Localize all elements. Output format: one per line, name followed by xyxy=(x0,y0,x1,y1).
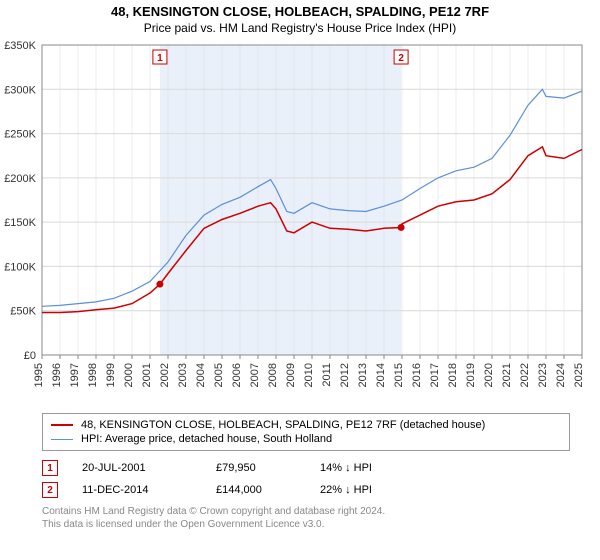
svg-text:£200K: £200K xyxy=(4,173,36,185)
svg-text:1997: 1997 xyxy=(69,363,81,387)
svg-text:£300K: £300K xyxy=(4,84,36,96)
svg-text:2007: 2007 xyxy=(249,363,261,387)
svg-text:£350K: £350K xyxy=(4,40,36,52)
svg-text:£100K: £100K xyxy=(4,261,36,273)
svg-text:2005: 2005 xyxy=(213,363,225,387)
legend-item: HPI: Average price, detached house, Sout… xyxy=(51,432,561,446)
price-chart: £0 £50K £100K £150K £200K £250K £300K £350K 1995… xyxy=(0,37,600,407)
marker-badge: 1 xyxy=(42,460,58,476)
svg-text:2006: 2006 xyxy=(231,363,243,387)
svg-text:2020: 2020 xyxy=(483,363,495,387)
page-subtitle: Price paid vs. HM Land Registry's House … xyxy=(0,21,600,35)
svg-text:2001: 2001 xyxy=(141,363,153,387)
svg-text:2017: 2017 xyxy=(429,363,441,387)
legend: 48, KENSINGTON CLOSE, HOLBEACH, SPALDING… xyxy=(42,413,570,451)
page-title: 48, KENSINGTON CLOSE, HOLBEACH, SPALDING… xyxy=(0,4,600,19)
svg-text:2: 2 xyxy=(398,53,404,64)
svg-text:£150K: £150K xyxy=(4,217,36,229)
svg-text:£50K: £50K xyxy=(10,306,36,318)
svg-text:2019: 2019 xyxy=(465,363,477,387)
marker-row: 1 20-JUL-2001 £79,950 14% ↓ HPI xyxy=(42,457,570,479)
marker-row: 2 11-DEC-2014 £144,000 22% ↓ HPI xyxy=(42,479,570,501)
svg-text:2023: 2023 xyxy=(537,363,549,387)
svg-text:2022: 2022 xyxy=(519,363,531,387)
marker-table: 1 20-JUL-2001 £79,950 14% ↓ HPI 2 11-DEC-2014… xyxy=(42,457,570,501)
svg-text:2000: 2000 xyxy=(123,363,135,387)
marker-pct: 14% ↓ HPI xyxy=(320,462,430,474)
svg-text:2014: 2014 xyxy=(375,363,387,387)
svg-text:2015: 2015 xyxy=(393,363,405,387)
svg-text:2002: 2002 xyxy=(159,363,171,387)
svg-text:1998: 1998 xyxy=(87,363,99,387)
marker-date: 20-JUL-2001 xyxy=(82,462,192,474)
svg-text:2024: 2024 xyxy=(555,363,567,387)
marker-badge: 2 xyxy=(42,482,58,498)
legend-label: 48, KENSINGTON CLOSE, HOLBEACH, SPALDING… xyxy=(81,419,485,431)
legend-item: 48, KENSINGTON CLOSE, HOLBEACH, SPALDING… xyxy=(51,418,561,432)
svg-text:£0: £0 xyxy=(24,350,36,362)
footer-attribution: Contains HM Land Registry data © Crown c… xyxy=(42,505,570,531)
legend-swatch xyxy=(51,439,73,440)
legend-label: HPI: Average price, detached house, Sout… xyxy=(81,433,332,445)
footer-line: Contains HM Land Registry data © Crown c… xyxy=(42,505,570,518)
svg-text:2013: 2013 xyxy=(357,363,369,387)
svg-text:2003: 2003 xyxy=(177,363,189,387)
marker-price: £144,000 xyxy=(216,484,296,496)
marker-pct: 22% ↓ HPI xyxy=(320,484,430,496)
footer-line: This data is licensed under the Open Gov… xyxy=(42,518,570,531)
svg-text:1996: 1996 xyxy=(51,363,63,387)
legend-swatch xyxy=(51,424,73,426)
svg-text:2010: 2010 xyxy=(303,363,315,387)
svg-text:2012: 2012 xyxy=(339,363,351,387)
svg-text:2011: 2011 xyxy=(321,363,333,387)
svg-text:1995: 1995 xyxy=(33,363,45,387)
svg-text:1999: 1999 xyxy=(105,363,117,387)
marker-price: £79,950 xyxy=(216,462,296,474)
svg-text:1: 1 xyxy=(157,53,163,64)
marker-date: 11-DEC-2014 xyxy=(82,484,192,496)
svg-text:2009: 2009 xyxy=(285,363,297,387)
svg-text:2018: 2018 xyxy=(447,363,459,387)
svg-text:2008: 2008 xyxy=(267,363,279,387)
svg-text:£250K: £250K xyxy=(4,129,36,141)
svg-text:2025: 2025 xyxy=(573,363,585,387)
svg-text:2016: 2016 xyxy=(411,363,423,387)
svg-text:2004: 2004 xyxy=(195,363,207,387)
svg-text:2021: 2021 xyxy=(501,363,513,387)
